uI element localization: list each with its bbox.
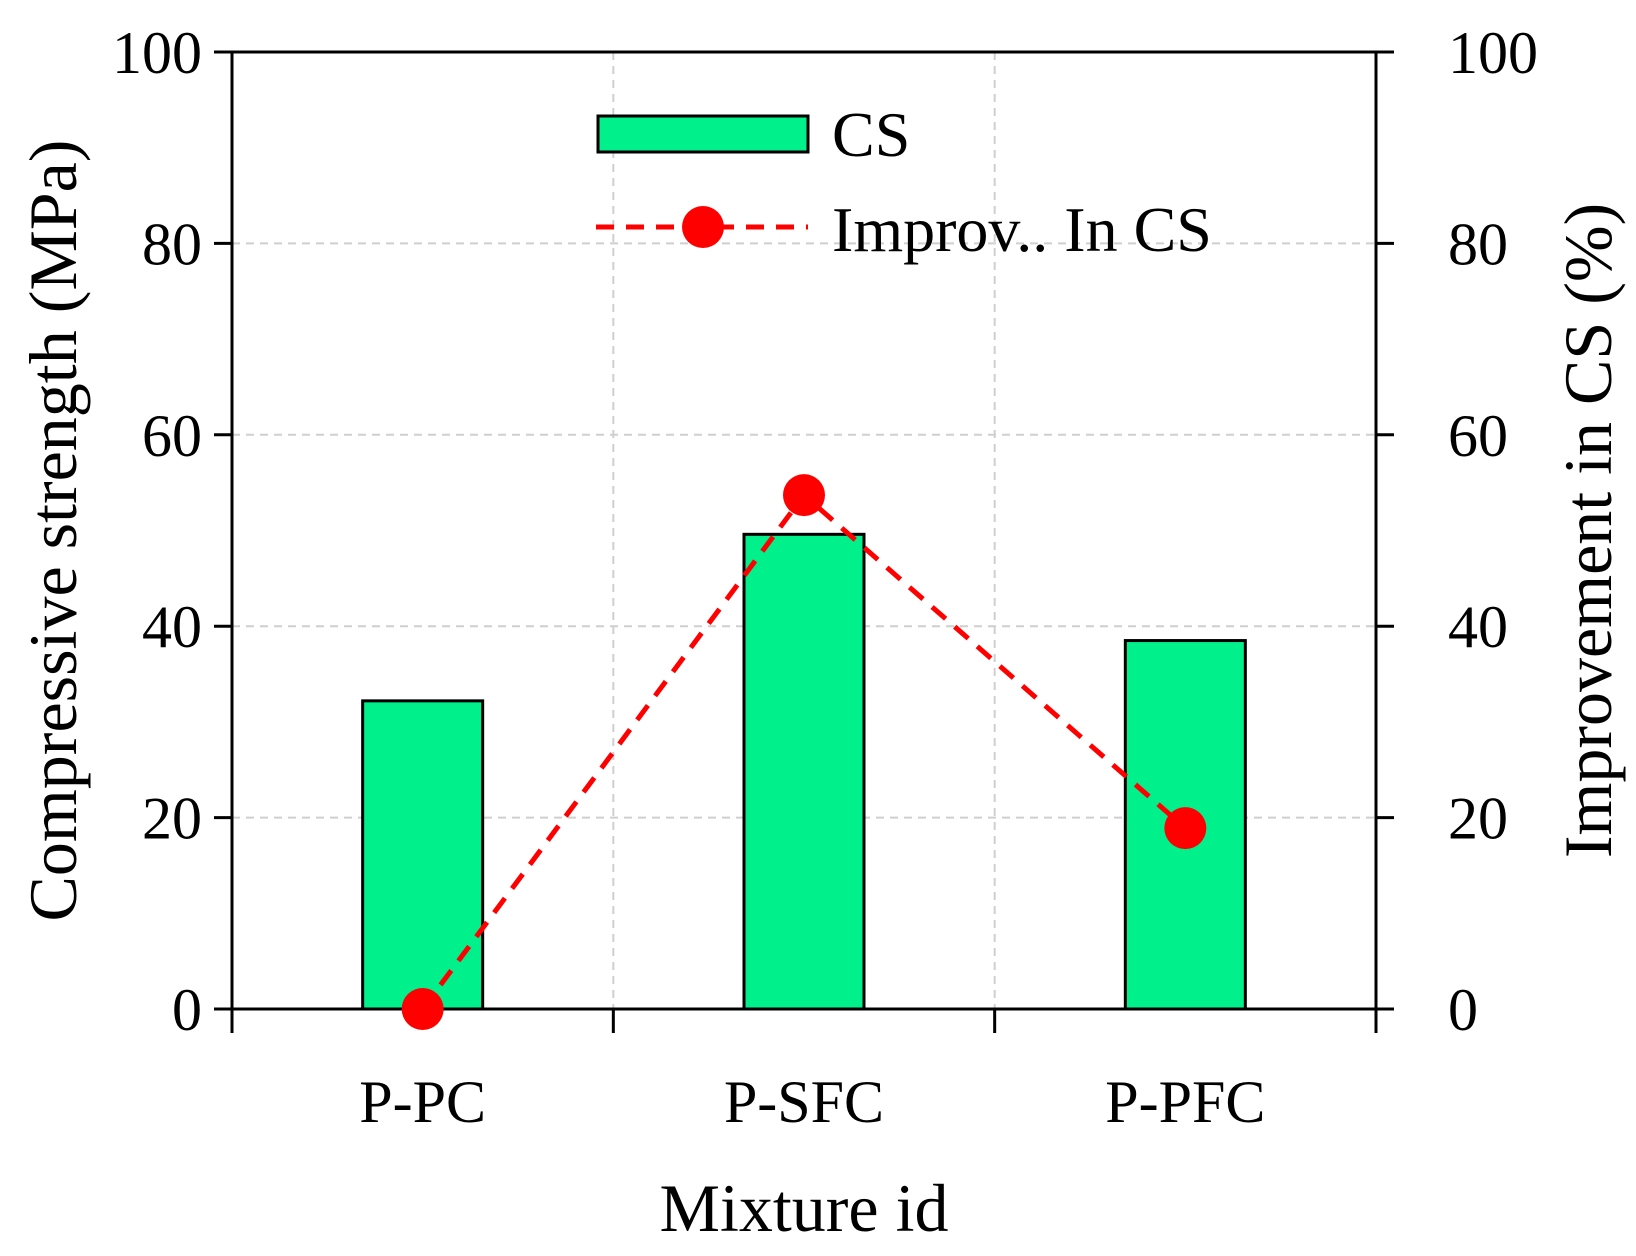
legend-swatch-marker xyxy=(682,206,724,248)
right-tick-label: 40 xyxy=(1448,594,1508,660)
legend-swatch-cs xyxy=(596,114,810,154)
left-tick-label: 0 xyxy=(172,977,202,1043)
legend: CS Improv.. In CS xyxy=(596,99,1212,265)
left-tick-label: 60 xyxy=(142,403,202,469)
axis-labels: 0 20 40 60 80 100 0 20 40 60 80 100 P-PC P-SFC P-PFC Mi… xyxy=(15,20,1626,1246)
category-label: P-SFC xyxy=(724,1069,884,1135)
left-tick-label: 80 xyxy=(142,211,202,277)
x-axis-title: Mixture id xyxy=(660,1170,949,1246)
improvement-point xyxy=(783,474,825,517)
improvement-point xyxy=(401,988,444,1030)
improvement-series xyxy=(401,474,1207,1030)
right-tick-label: 80 xyxy=(1448,211,1508,277)
right-tick-label: 60 xyxy=(1448,403,1508,469)
y-axis-title: Compressive strength (MPa) xyxy=(15,140,91,922)
y2-axis-title: Improvement in CS (%) xyxy=(1550,203,1626,858)
category-label: P-PFC xyxy=(1105,1069,1265,1135)
left-tick-label: 40 xyxy=(142,594,202,660)
bar-p-pc xyxy=(361,699,485,1011)
left-tick-label: 20 xyxy=(142,786,202,852)
bar-p-sfc xyxy=(742,532,866,1011)
category-label: P-PC xyxy=(359,1069,486,1135)
right-tick-label: 20 xyxy=(1448,786,1508,852)
left-tick-label: 100 xyxy=(112,20,202,86)
legend-label-cs: CS xyxy=(832,99,910,170)
right-tick-label: 100 xyxy=(1448,20,1538,86)
bars xyxy=(361,532,1247,1011)
improvement-point xyxy=(1164,807,1207,850)
right-tick-label: 0 xyxy=(1448,977,1478,1043)
legend-label-improvement: Improv.. In CS xyxy=(832,194,1212,265)
